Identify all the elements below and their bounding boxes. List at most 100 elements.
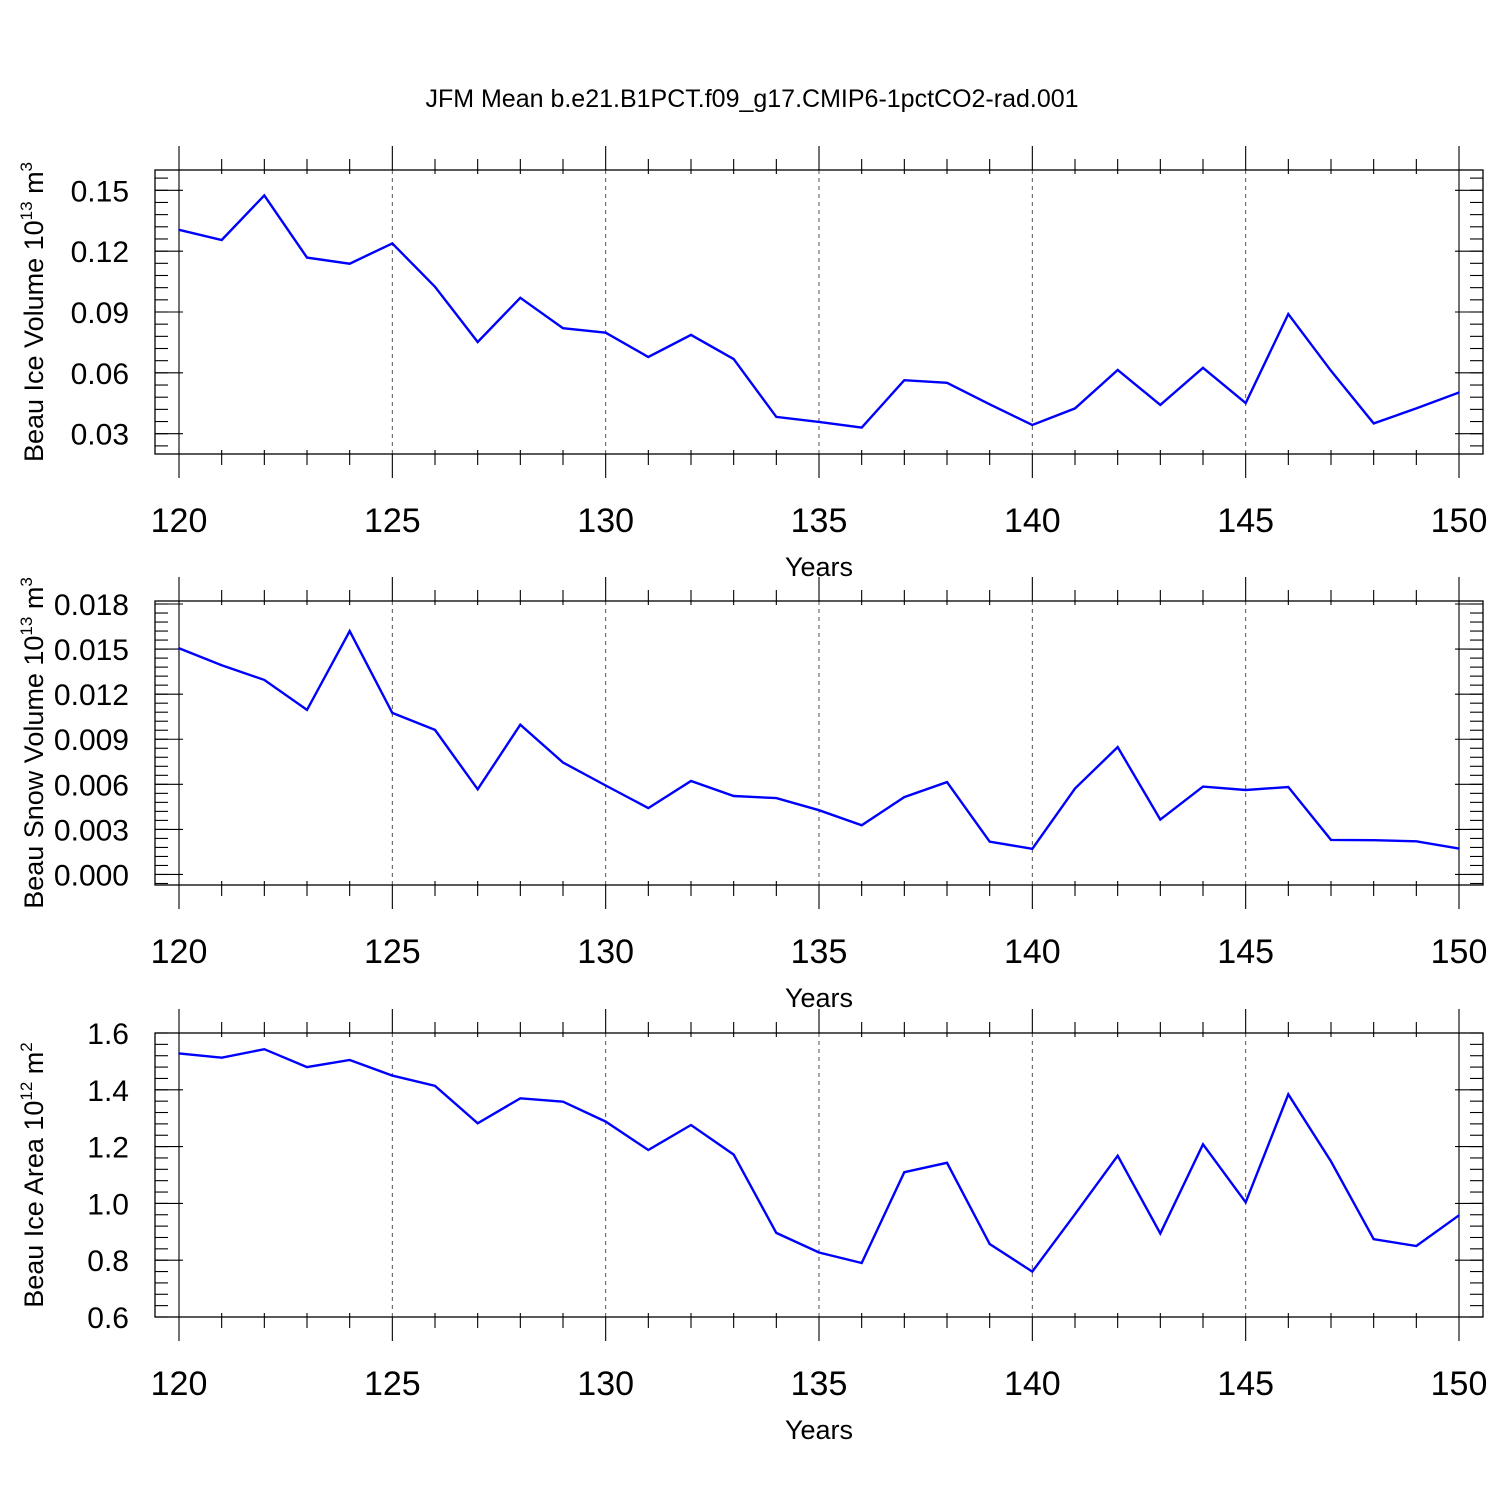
data-point <box>306 1066 308 1068</box>
data-point <box>476 341 479 343</box>
y-axis-label: Beau Ice Volume 1013 m3 <box>17 162 49 462</box>
y-label-text: Beau Snow Volume 10 <box>19 636 49 909</box>
data-point <box>1202 1143 1204 1146</box>
x-tick-label: 130 <box>577 933 634 971</box>
data-point <box>1287 313 1290 315</box>
x-tick-label: 135 <box>791 933 848 971</box>
y-tick-label: 0.6 <box>87 1302 129 1335</box>
data-point <box>1031 847 1034 850</box>
x-axis-label: Years <box>785 1415 853 1445</box>
data-point <box>562 761 564 764</box>
data-point <box>1458 1214 1460 1217</box>
y-label-unit-exponent: 3 <box>17 577 36 586</box>
data-point <box>1458 391 1460 394</box>
data-point <box>1287 1093 1290 1096</box>
data-point <box>519 297 522 299</box>
data-point <box>1415 840 1418 843</box>
data-point <box>903 796 906 798</box>
data-point <box>647 807 650 809</box>
data-point <box>348 630 351 632</box>
data-point <box>1244 402 1247 404</box>
data-point <box>1372 422 1375 425</box>
data-point <box>1202 366 1204 369</box>
data-point <box>1031 424 1034 426</box>
data-point <box>476 788 479 791</box>
figure-title: JFM Mean b.e21.B1PCT.f09_g17.CMIP6-1pctC… <box>425 85 1078 113</box>
data-point <box>732 1153 735 1156</box>
x-tick-label: 125 <box>364 502 421 540</box>
series-line <box>178 193 1460 429</box>
data-point <box>1116 1154 1119 1157</box>
x-tick-label: 130 <box>577 1365 634 1403</box>
data-point <box>1330 370 1332 372</box>
data-point <box>1372 839 1375 842</box>
x-tick-label: 140 <box>1004 1365 1061 1403</box>
y-label-unit-exponent: 2 <box>17 1042 36 1051</box>
data-point <box>519 1097 522 1100</box>
data-point <box>903 1171 906 1173</box>
data-point <box>348 262 351 265</box>
panel-2: 0.000 0.003 0.006 0.009 0.012 0.015 0.018 120 12… <box>17 577 1487 1013</box>
data-point <box>178 647 180 650</box>
data-point <box>647 1149 650 1151</box>
data-point <box>775 1232 778 1234</box>
data-point <box>1202 785 1204 788</box>
data-point <box>1159 1232 1162 1235</box>
data-point <box>818 1251 820 1254</box>
y-tick-label: 1.0 <box>87 1188 129 1221</box>
y-tick-label: 0.012 <box>54 679 129 712</box>
y-tick-label: 0.15 <box>71 175 129 208</box>
data-point <box>1287 786 1290 788</box>
data-point <box>1330 839 1332 841</box>
data-point <box>1244 1201 1247 1204</box>
x-tick-label: 150 <box>1431 502 1488 540</box>
data-point <box>434 729 436 731</box>
y-tick-label: 0.000 <box>54 859 129 892</box>
data-point <box>946 1161 948 1164</box>
data-point <box>562 327 564 330</box>
data-point <box>604 331 607 334</box>
data-point <box>818 809 820 811</box>
data-point <box>220 664 223 667</box>
x-tick-label: 125 <box>364 1365 421 1403</box>
data-point <box>1458 847 1460 850</box>
data-point <box>476 1122 479 1125</box>
data-point <box>519 723 522 726</box>
y-tick-label: 1.2 <box>87 1132 129 1165</box>
data-point <box>775 416 778 418</box>
data-point <box>178 1052 180 1055</box>
y-tick-label: 1.4 <box>87 1075 129 1108</box>
panel-3: 0.6 0.8 1.0 1.2 1.4 1.6 120 125 130 135 140 145 150 Y… <box>17 1009 1487 1445</box>
x-tick-label: 145 <box>1217 502 1274 540</box>
data-point <box>775 797 778 799</box>
data-point <box>988 403 991 406</box>
y-label-exponent: 12 <box>17 1082 36 1101</box>
y-tick-label: 0.09 <box>71 297 129 330</box>
data-point <box>690 780 692 782</box>
y-tick-label: 0.009 <box>54 724 129 757</box>
x-tick-label: 135 <box>791 502 848 540</box>
data-point <box>1159 404 1162 406</box>
data-point <box>988 840 991 843</box>
data-point <box>1159 818 1162 821</box>
x-tick-label: 120 <box>151 933 208 971</box>
plots-container: 0.03 0.06 0.09 0.12 0.15 120 125 130 135 140 145 15… <box>17 146 1487 1445</box>
data-point <box>732 795 735 797</box>
y-tick-label: 0.12 <box>71 236 129 269</box>
data-point <box>1116 746 1119 748</box>
data-point <box>220 239 223 241</box>
data-point <box>1415 1245 1418 1247</box>
y-tick-label: 0.015 <box>54 634 129 667</box>
data-point <box>1074 407 1076 410</box>
data-point <box>860 1262 863 1264</box>
data-point <box>562 1100 564 1103</box>
data-point <box>903 379 906 381</box>
y-tick-label: 0.06 <box>71 358 129 391</box>
data-point <box>391 712 394 714</box>
x-axis-label: Years <box>785 983 853 1013</box>
y-tick-label: 1.6 <box>87 1018 129 1051</box>
data-point <box>306 709 308 711</box>
x-tick-label: 125 <box>364 933 421 971</box>
data-point <box>263 1048 266 1050</box>
